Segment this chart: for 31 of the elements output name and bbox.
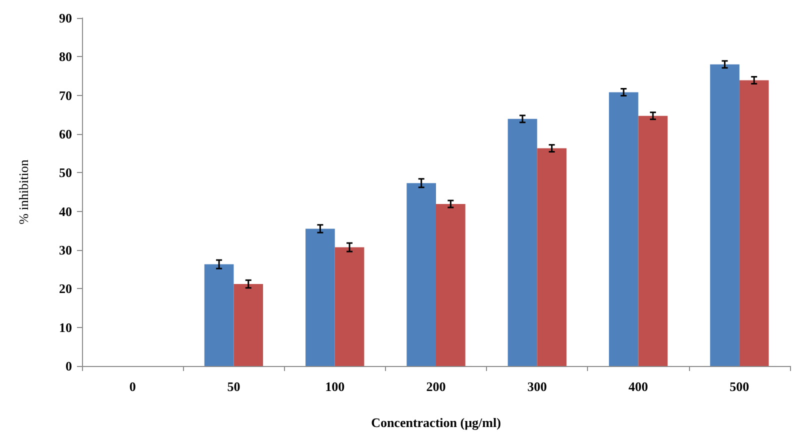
- y-tick-label: 0: [66, 358, 72, 374]
- x-tick-label: 300: [527, 379, 547, 394]
- x-tick-label: 400: [628, 379, 648, 394]
- bar: [334, 247, 364, 366]
- x-tick-label: 500: [730, 379, 750, 394]
- bar: [638, 116, 668, 366]
- y-tick-label: 30: [59, 242, 72, 258]
- bar: [508, 118, 538, 366]
- y-tick-label: 20: [59, 281, 72, 296]
- bar: [739, 80, 769, 366]
- bar: [204, 264, 234, 366]
- bar: [710, 64, 740, 366]
- y-axis-title: % inhibition: [16, 159, 31, 224]
- bar: [537, 148, 566, 366]
- bar: [234, 284, 264, 366]
- y-tick-label: 80: [59, 49, 72, 64]
- y-tick-label: 60: [59, 126, 72, 142]
- bar: [436, 204, 466, 366]
- bar: [306, 228, 335, 366]
- y-tick-label: 90: [59, 10, 72, 26]
- x-tick-label: 200: [426, 379, 446, 394]
- x-tick-label: 50: [227, 379, 240, 394]
- bar: [406, 183, 436, 366]
- bar: [608, 92, 638, 366]
- y-tick-label: 40: [59, 204, 72, 219]
- y-tick-label: 50: [59, 165, 72, 180]
- x-axis-title: Concentraction (µg/ml): [371, 415, 501, 430]
- x-tick-label: 0: [129, 379, 136, 394]
- y-tick-label: 10: [59, 320, 72, 335]
- x-tick-label: 100: [325, 379, 345, 394]
- y-tick-label: 70: [59, 88, 72, 103]
